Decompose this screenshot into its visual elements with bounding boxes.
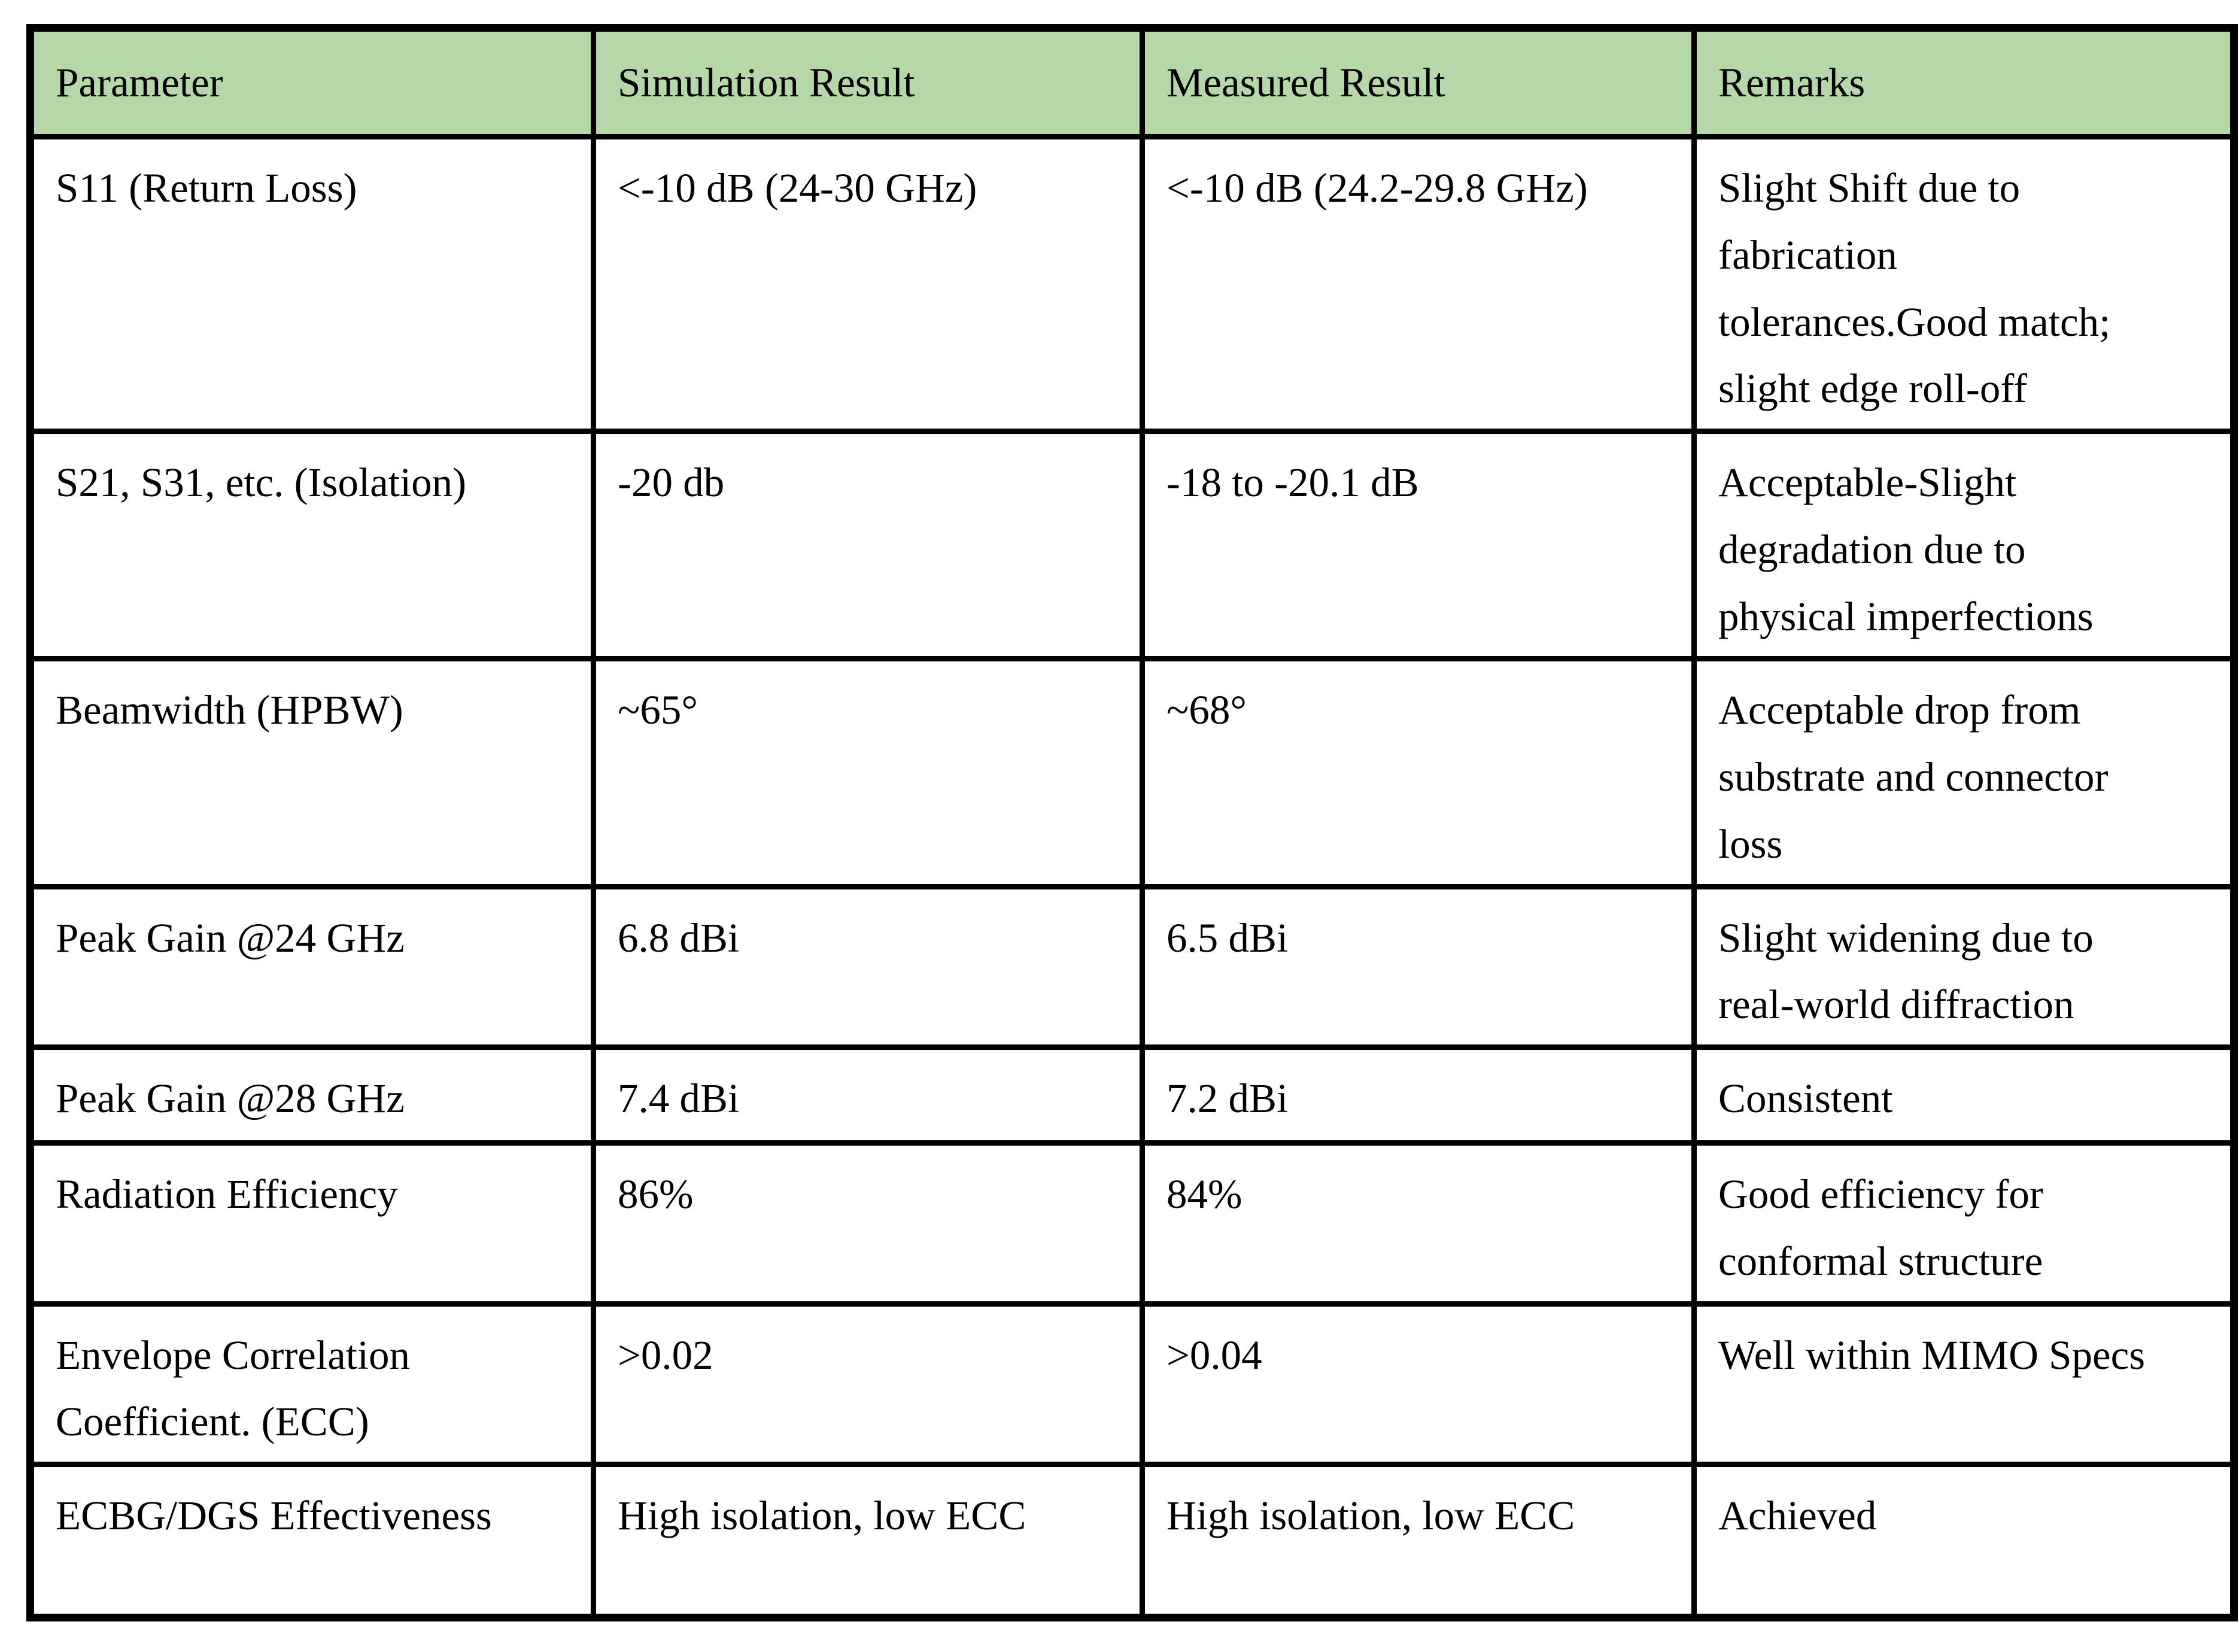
cell-measured-result: ~68° [1140,656,1697,889]
cell-remarks: Well within MIMO Specs [1691,1301,2237,1468]
table-body: S11 (Return Loss) <-10 dB (24-30 GHz) <-… [28,133,2237,1621]
cell-measured-result: 84% [1140,1140,1697,1307]
table-row-ecbg-dgs: ECBG/DGS Effectiveness High isolation, l… [28,1462,2237,1621]
table-row-radiation-efficiency: Radiation Efficiency 86% 84% Good effici… [28,1140,2237,1307]
cell-parameter: S21, S31, etc. (Isolation) [28,429,596,662]
table-header: Parameter Simulation Result Measured Res… [28,25,2237,139]
cell-measured-result: <-10 dB (24.2-29.8 GHz) [1140,133,1697,435]
column-header-measured-result: Measured Result [1140,25,1697,139]
cell-simulation-result: >0.02 [591,1301,1145,1468]
table-row-isolation: S21, S31, etc. (Isolation) -20 db -18 to… [28,429,2237,662]
cell-parameter: Radiation Efficiency [28,1140,596,1307]
cell-remarks: Consistent [1691,1044,2237,1146]
cell-parameter: Beamwidth (HPBW) [28,656,596,889]
cell-parameter: Peak Gain @28 GHz [28,1044,596,1146]
cell-simulation-result: -20 db [591,429,1145,662]
cell-simulation-result: <-10 dB (24-30 GHz) [591,133,1145,435]
cell-parameter: ECBG/DGS Effectiveness [28,1462,596,1621]
table-row-beamwidth: Beamwidth (HPBW) ~65° ~68° Acceptable dr… [28,656,2237,889]
cell-remarks: Acceptable drop from substrate and conne… [1691,656,2237,889]
cell-remarks: Slight widening due to real-world diffra… [1691,883,2237,1050]
cell-measured-result: -18 to -20.1 dB [1140,429,1697,662]
results-table: Parameter Simulation Result Measured Res… [26,24,2238,1622]
cell-remarks: Good efficiency for conformal structure [1691,1140,2237,1307]
table-row-peak-gain-28ghz: Peak Gain @28 GHz 7.4 dBi 7.2 dBi Consis… [28,1044,2237,1146]
cell-simulation-result: 6.8 dBi [591,883,1145,1050]
cell-simulation-result: ~65° [591,656,1145,889]
results-table-container: Parameter Simulation Result Measured Res… [26,24,2238,1622]
column-header-simulation-result: Simulation Result [591,25,1145,139]
cell-measured-result: 6.5 dBi [1140,883,1697,1050]
header-row: Parameter Simulation Result Measured Res… [28,25,2237,139]
cell-remarks: Achieved [1691,1462,2237,1621]
column-header-parameter: Parameter [28,25,596,139]
cell-simulation-result: High isolation, low ECC [591,1462,1145,1621]
table-row-ecc: Envelope Correlation Coefficient. (ECC) … [28,1301,2237,1468]
cell-parameter: Envelope Correlation Coefficient. (ECC) [28,1301,596,1468]
column-header-remarks: Remarks [1691,25,2237,139]
table-row-s11: S11 (Return Loss) <-10 dB (24-30 GHz) <-… [28,133,2237,435]
table-row-peak-gain-24ghz: Peak Gain @24 GHz 6.8 dBi 6.5 dBi Slight… [28,883,2237,1050]
cell-parameter: Peak Gain @24 GHz [28,883,596,1050]
cell-simulation-result: 7.4 dBi [591,1044,1145,1146]
cell-measured-result: 7.2 dBi [1140,1044,1697,1146]
cell-remarks: Slight Shift due to fabrication toleranc… [1691,133,2237,435]
cell-parameter: S11 (Return Loss) [28,133,596,435]
cell-measured-result: High isolation, low ECC [1140,1462,1697,1621]
cell-simulation-result: 86% [591,1140,1145,1307]
cell-remarks: Acceptable-Slight degradation due to phy… [1691,429,2237,662]
cell-measured-result: >0.04 [1140,1301,1697,1468]
